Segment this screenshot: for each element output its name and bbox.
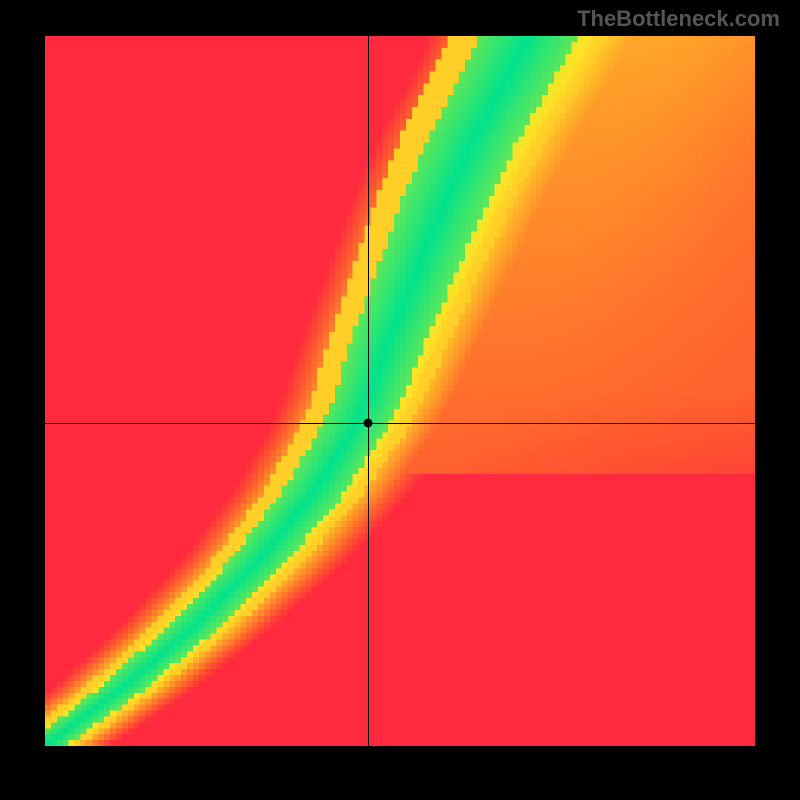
heatmap-canvas	[45, 36, 755, 746]
watermark-text: TheBottleneck.com	[577, 6, 780, 32]
crosshair-horizontal	[45, 423, 755, 424]
crosshair-marker	[364, 418, 373, 427]
plot-area	[45, 36, 755, 746]
crosshair-vertical	[368, 36, 369, 746]
